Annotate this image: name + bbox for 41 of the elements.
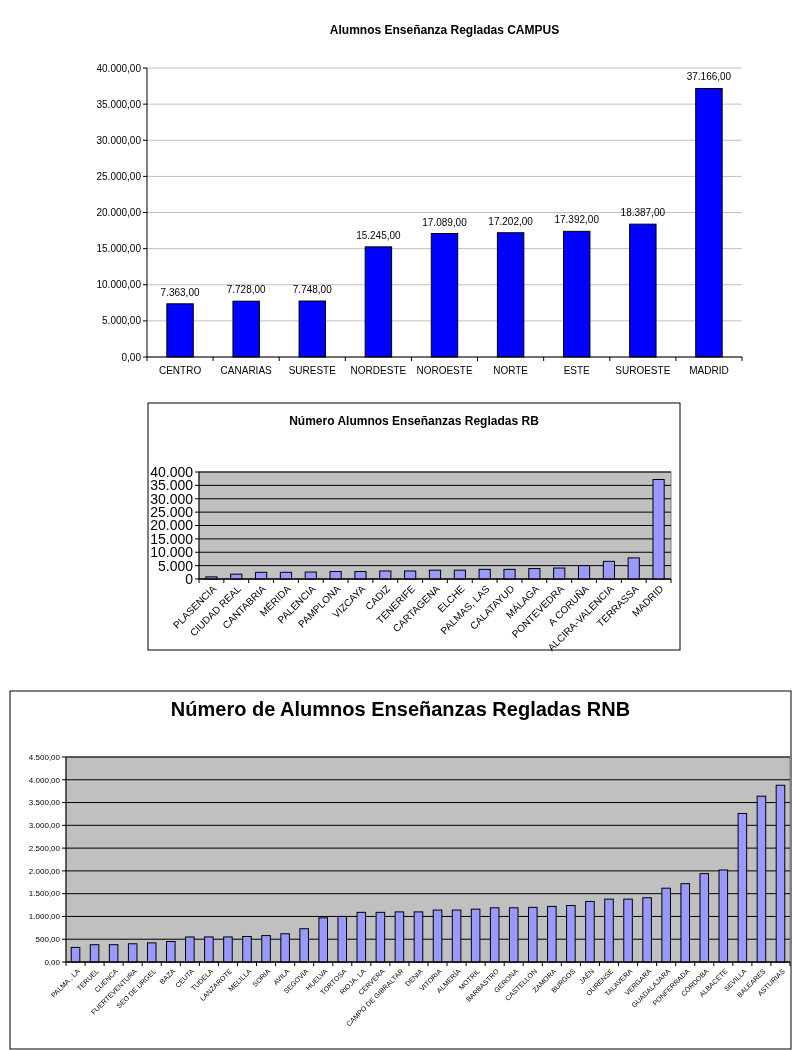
y-tick-label: 35.000,00 xyxy=(96,98,142,110)
x-tick-label: SUROESTE xyxy=(615,365,671,376)
data-label: 15.245,00 xyxy=(356,229,402,241)
data-label: 17.089,00 xyxy=(422,216,468,228)
chart-title: Número de Alumnos Enseñanzas Regladas RNB xyxy=(170,698,631,720)
y-tick-label: 500,00 xyxy=(35,935,61,945)
y-tick-label: 1.500,00 xyxy=(28,889,61,899)
data-label: 37.166,00 xyxy=(686,71,732,83)
y-tick-label: 20.000,00 xyxy=(96,207,142,218)
x-tick-label: NOROESTE xyxy=(416,365,473,376)
chart-title: Número Alumnos Enseñanzas Regladas RB xyxy=(289,414,540,428)
y-tick-label: 40.000 xyxy=(150,463,194,480)
chart-title: Alumnos Enseñanza Regladas CAMPUS xyxy=(329,23,560,37)
data-label: 7.728,00 xyxy=(226,284,267,296)
data-label: 17.392,00 xyxy=(554,214,600,226)
y-tick-label: 4.500,00 xyxy=(28,752,61,762)
y-tick-label: 4.000,00 xyxy=(28,775,61,785)
x-tick-label: NORDESTE xyxy=(350,365,407,376)
x-tick-label: MADRID xyxy=(689,365,729,376)
y-tick-label: 3.500,00 xyxy=(28,798,61,808)
data-label: 18.387,00 xyxy=(620,207,666,219)
x-tick-label: NORTE xyxy=(493,365,529,376)
y-tick-label: 2.500,00 xyxy=(28,843,61,853)
data-label: 7.748,00 xyxy=(292,284,333,296)
y-tick-label: 5.000,00 xyxy=(102,315,142,327)
data-label: 17.202,00 xyxy=(488,215,534,227)
y-tick-label: 3.000,00 xyxy=(28,821,61,831)
x-tick-label: CENTRO xyxy=(158,365,202,376)
x-tick-label: CANARIAS xyxy=(220,365,273,376)
y-tick-label: 30.000,00 xyxy=(96,134,142,146)
y-tick-label: 0,00 xyxy=(121,351,142,363)
x-tick-label: SURESTE xyxy=(288,365,337,376)
y-tick-label: 1.000,00 xyxy=(28,912,61,922)
y-tick-label: 2.000,00 xyxy=(28,866,61,876)
y-tick-label: 40.000,00 xyxy=(96,62,142,74)
y-tick-label: 25.000,00 xyxy=(96,170,142,182)
data-label: 7.363,00 xyxy=(160,286,200,298)
x-tick-label: ESTE xyxy=(563,365,591,376)
y-tick-label: 0,00 xyxy=(44,957,61,967)
y-tick-label: 10.000,00 xyxy=(96,279,142,291)
y-tick-label: 15.000,00 xyxy=(96,243,142,255)
